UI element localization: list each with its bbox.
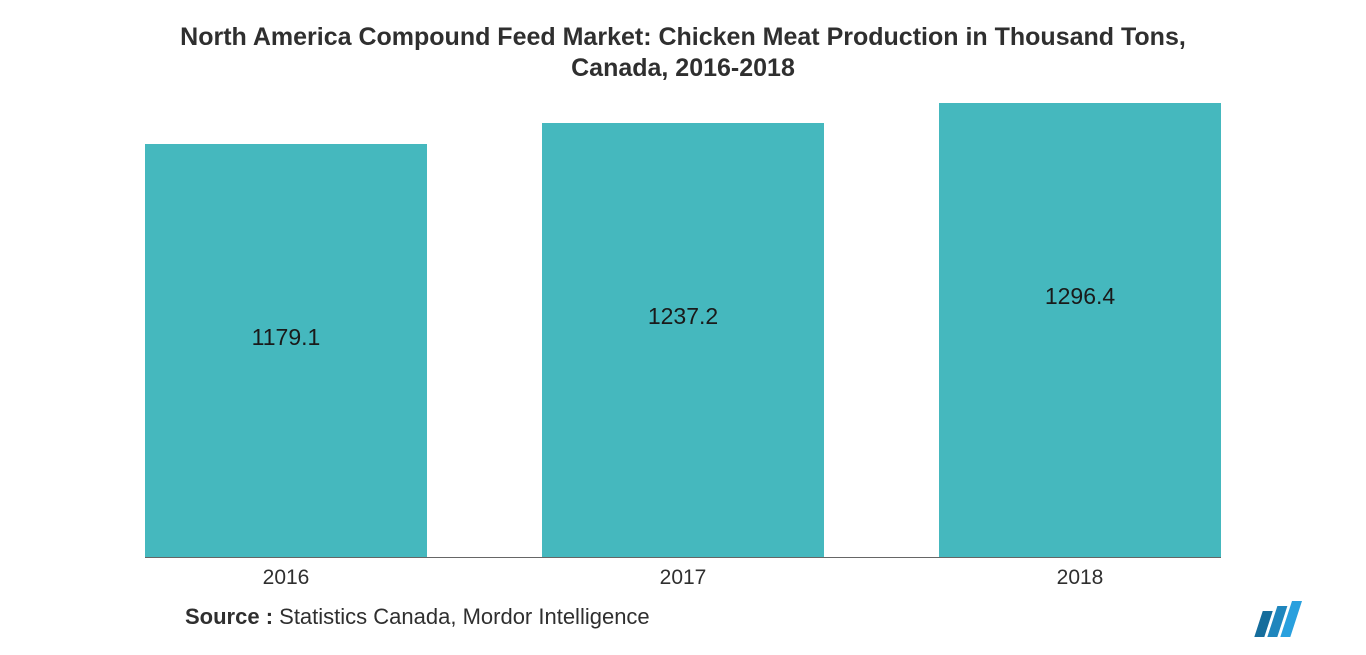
bar-slot: 1296.4: [939, 103, 1221, 557]
bar-slot: 1237.2: [542, 103, 824, 557]
x-axis: 2016 2017 2018: [145, 558, 1221, 590]
source-text: Source : Statistics Canada, Mordor Intel…: [185, 604, 650, 630]
source-body: Statistics Canada, Mordor Intelligence: [273, 604, 650, 629]
source-label: Source :: [185, 604, 273, 629]
bar-value-label: 1237.2: [648, 303, 718, 330]
bar-slot: 1179.1: [145, 103, 427, 557]
bar-value-label: 1179.1: [252, 324, 321, 351]
bar-2016: 1179.1: [145, 144, 427, 557]
chart-title: North America Compound Feed Market: Chic…: [133, 22, 1233, 85]
plot-area: 1179.1 1237.2 1296.4: [145, 103, 1221, 558]
chart-container: North America Compound Feed Market: Chic…: [0, 0, 1366, 655]
bar-2018: 1296.4: [939, 103, 1221, 557]
bars-row: 1179.1 1237.2 1296.4: [145, 103, 1221, 557]
x-axis-label: 2016: [145, 566, 427, 590]
x-axis-label: 2017: [542, 566, 824, 590]
mordor-intelligence-logo-icon: [1252, 601, 1310, 637]
source-row: Source : Statistics Canada, Mordor Intel…: [145, 604, 1221, 630]
chart-title-line2: Canada, 2016-2018: [571, 54, 795, 82]
x-axis-label: 2018: [939, 566, 1221, 590]
bar-value-label: 1296.4: [1045, 283, 1115, 310]
logo-bars-icon: [1252, 601, 1310, 637]
chart-title-line1: North America Compound Feed Market: Chic…: [180, 23, 1186, 51]
bar-2017: 1237.2: [542, 123, 824, 556]
